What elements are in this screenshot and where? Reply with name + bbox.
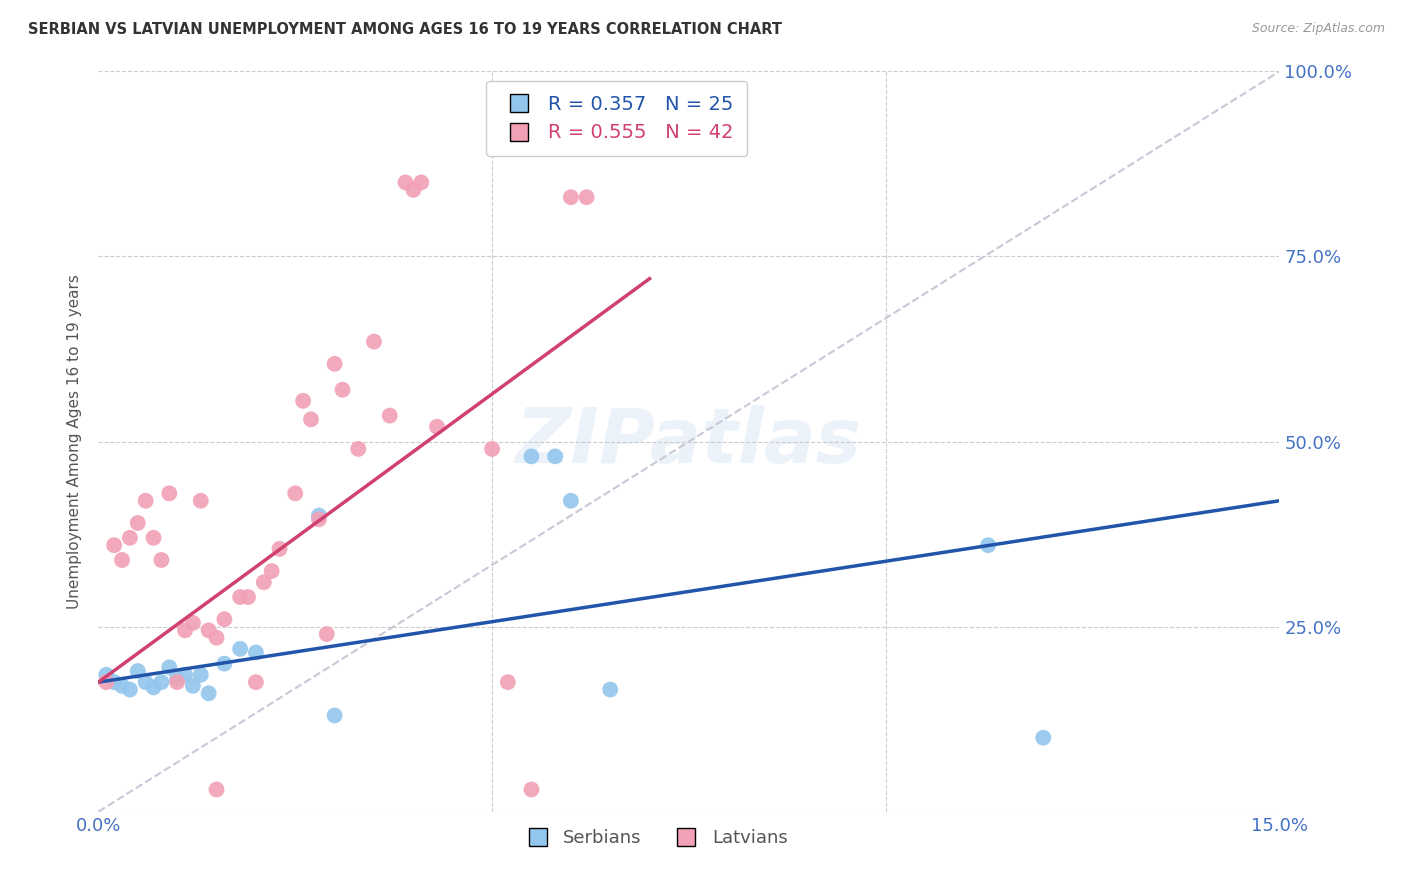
Point [142,681,165,695]
Point [174,624,197,638]
Point [332,383,354,397]
Point [323,357,346,371]
Point [135,675,157,690]
Point [560,493,582,508]
Point [575,190,598,204]
Point [157,660,180,674]
Point [205,782,228,797]
Point [229,641,252,656]
Point [245,675,267,690]
Point [323,708,346,723]
Point [214,612,236,626]
Point [236,590,259,604]
Point [308,508,330,523]
Point [197,624,219,638]
Point [402,183,425,197]
Point [111,553,134,567]
Point [284,486,307,500]
Point [127,516,149,530]
Point [496,675,519,690]
Point [520,450,543,464]
Point [142,531,165,545]
Text: ZIPatlas: ZIPatlas [516,405,862,478]
Point [411,175,433,190]
Point [363,334,385,349]
Point [245,646,267,660]
Point [103,675,125,690]
Point [308,512,330,526]
Point [544,450,567,464]
Point [190,667,212,681]
Point [135,493,157,508]
Text: SERBIAN VS LATVIAN UNEMPLOYMENT AMONG AGES 16 TO 19 YEARS CORRELATION CHART: SERBIAN VS LATVIAN UNEMPLOYMENT AMONG AG… [28,22,782,37]
Point [481,442,503,456]
Point [347,442,370,456]
Point [599,682,621,697]
Point [150,675,173,690]
Point [229,590,252,604]
Point [520,782,543,797]
Point [1032,731,1054,745]
Point [181,679,204,693]
Y-axis label: Unemployment Among Ages 16 to 19 years: Unemployment Among Ages 16 to 19 years [67,274,83,609]
Point [118,682,141,697]
Point [299,412,322,426]
Point [127,664,149,678]
Point [378,409,401,423]
Point [166,672,188,686]
Point [315,627,337,641]
Point [190,493,212,508]
Point [150,553,173,567]
Point [96,675,118,690]
Text: Source: ZipAtlas.com: Source: ZipAtlas.com [1251,22,1385,36]
Point [197,686,219,700]
Point [560,190,582,204]
Point [166,675,188,690]
Legend: Serbians, Latvians: Serbians, Latvians [512,822,794,855]
Point [103,538,125,552]
Point [181,615,204,630]
Point [977,538,1000,552]
Point [426,419,449,434]
Point [118,531,141,545]
Point [269,541,291,556]
Point [96,667,118,681]
Point [157,486,180,500]
Point [292,393,315,408]
Point [205,631,228,645]
Point [174,667,197,681]
Point [111,679,134,693]
Point [214,657,236,671]
Point [260,564,283,578]
Point [394,175,416,190]
Point [253,575,276,590]
